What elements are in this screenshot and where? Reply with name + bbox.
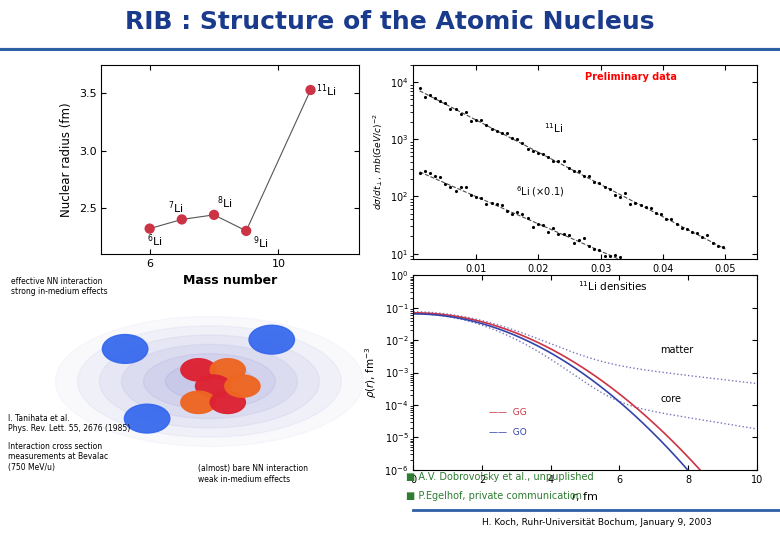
Text: RIB : Structure of the Atomic Nucleus: RIB : Structure of the Atomic Nucleus	[126, 10, 654, 33]
Y-axis label: $\rho(r)$, fm$^{-3}$: $\rho(r)$, fm$^{-3}$	[363, 347, 379, 399]
Circle shape	[196, 375, 231, 397]
matter	[658, 369, 668, 376]
GO	[520, 336, 530, 343]
Text: $^{11}$Li: $^{11}$Li	[316, 83, 337, 99]
Line: GO: GO	[413, 314, 757, 502]
Circle shape	[210, 391, 246, 414]
GO	[625, 407, 634, 414]
GG	[752, 499, 761, 505]
GO	[752, 499, 761, 505]
Line: GG: GG	[413, 313, 757, 502]
GG	[658, 429, 668, 435]
Circle shape	[210, 359, 246, 381]
GO	[657, 438, 666, 444]
Circle shape	[181, 359, 216, 381]
Text: core: core	[661, 394, 682, 404]
core	[625, 402, 634, 408]
GG	[625, 399, 634, 405]
GG	[657, 427, 666, 434]
GG	[724, 499, 733, 505]
Text: (almost) bare NN interaction
weak in-medium effects: (almost) bare NN interaction weak in-med…	[198, 464, 308, 484]
Point	[207, 211, 220, 219]
Text: $^{6}$Li: $^{6}$Li	[147, 232, 162, 248]
GG	[520, 334, 530, 340]
Circle shape	[225, 375, 260, 397]
Line: matter: matter	[413, 312, 757, 383]
Point	[176, 215, 188, 224]
Point	[304, 86, 317, 94]
Text: $^{9}$Li: $^{9}$Li	[254, 234, 269, 251]
Text: $^{6}$Li ($\times$0.1): $^{6}$Li ($\times$0.1)	[516, 184, 565, 199]
core	[658, 410, 668, 416]
matter	[520, 330, 530, 337]
Text: I. Tanihata et al.
Phys. Rev. Lett. 55, 2676 (1985): I. Tanihata et al. Phys. Rev. Lett. 55, …	[8, 414, 130, 434]
GG	[450, 313, 459, 319]
Line: core: core	[413, 314, 757, 429]
matter	[450, 312, 459, 318]
Text: matter: matter	[661, 345, 693, 355]
matter	[625, 364, 634, 370]
Text: ——  GO: —— GO	[489, 428, 526, 437]
matter	[544, 340, 554, 346]
core	[752, 426, 761, 432]
X-axis label: $r$, fm: $r$, fm	[571, 490, 599, 503]
Text: $^{7}$Li: $^{7}$Li	[168, 199, 183, 216]
Text: Interaction cross section
measurements at Bevalac
(750 MeV/u): Interaction cross section measurements a…	[8, 442, 108, 471]
Text: $^{11}$Li: $^{11}$Li	[544, 121, 563, 135]
Point	[240, 227, 253, 235]
GO	[409, 310, 418, 317]
Ellipse shape	[100, 335, 320, 428]
Text: Preliminary data: Preliminary data	[585, 72, 677, 83]
Point	[144, 224, 156, 233]
Y-axis label: $d\sigma/dt_\perp,\;mb(GeV/c)^{-2}$: $d\sigma/dt_\perp,\;mb(GeV/c)^{-2}$	[370, 113, 385, 211]
X-axis label: Mass number: Mass number	[183, 274, 277, 287]
Circle shape	[124, 404, 170, 433]
Text: $^{11}$Li densities: $^{11}$Li densities	[578, 279, 648, 293]
core	[657, 410, 666, 416]
Circle shape	[181, 391, 216, 414]
Ellipse shape	[165, 363, 254, 400]
X-axis label: $-t_\perp\;(GeV/c)^2$: $-t_\perp\;(GeV/c)^2$	[553, 280, 617, 295]
Ellipse shape	[144, 354, 275, 409]
Text: ■ A.V. Dobrovolsky et al., unpuplished: ■ A.V. Dobrovolsky et al., unpuplished	[406, 472, 594, 483]
Y-axis label: Nuclear radius (fm): Nuclear radius (fm)	[60, 102, 73, 217]
Ellipse shape	[122, 345, 297, 418]
Circle shape	[102, 335, 148, 363]
Text: effective NN interaction
strong in-medium effects: effective NN interaction strong in-mediu…	[12, 277, 108, 296]
GG	[544, 345, 554, 352]
Text: ■ P.Egelhof, private communication: ■ P.Egelhof, private communication	[406, 491, 582, 502]
core	[520, 341, 530, 347]
Text: H. Koch, Ruhr-Universität Bochum, January 9, 2003: H. Koch, Ruhr-Universität Bochum, Januar…	[482, 518, 711, 528]
GO	[711, 499, 720, 505]
Text: $^{8}$Li: $^{8}$Li	[217, 195, 232, 211]
matter	[409, 308, 418, 315]
core	[544, 355, 554, 362]
GG	[409, 309, 418, 316]
Circle shape	[249, 325, 295, 354]
GO	[450, 314, 459, 321]
core	[409, 310, 418, 317]
matter	[752, 380, 761, 387]
matter	[657, 369, 666, 375]
GO	[658, 440, 668, 446]
Text: ——  GG: —— GG	[489, 408, 526, 417]
GO	[544, 349, 554, 355]
core	[450, 315, 459, 321]
Ellipse shape	[77, 326, 342, 437]
